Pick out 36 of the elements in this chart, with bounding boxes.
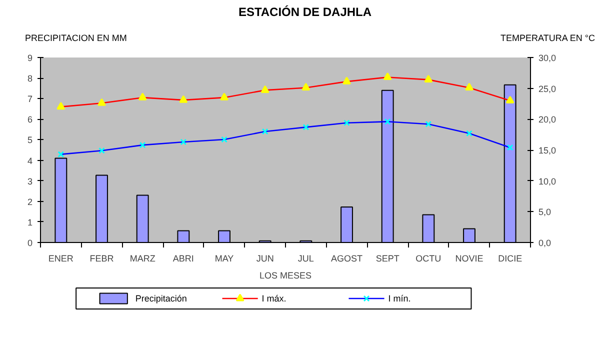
y-tick-label: 6 bbox=[27, 114, 33, 125]
x-tick-label: ENER bbox=[48, 254, 74, 264]
chart-title: ESTACIÓN DE DAJHLA bbox=[238, 4, 372, 21]
y2-tick-label: 0,0 bbox=[538, 238, 552, 248]
y-tick-label: 3 bbox=[27, 176, 33, 186]
y-tick-label: 4 bbox=[27, 156, 33, 166]
x-tick-label: DICIE bbox=[498, 254, 522, 264]
y-tick-label: 1 bbox=[27, 217, 33, 228]
y-tick-label: 2 bbox=[27, 196, 33, 207]
y2-tick-label: 15,0 bbox=[538, 146, 556, 156]
y-tick-label: 7 bbox=[27, 94, 33, 104]
legend-label: Precipitación bbox=[135, 294, 187, 304]
x-tick-label: OCTU bbox=[416, 254, 442, 264]
x-tick-label: MARZ bbox=[130, 254, 156, 264]
x-tick-label: MAY bbox=[214, 254, 234, 264]
legend-label: I mín. bbox=[388, 294, 411, 304]
x-axis-title: LOS MESES bbox=[259, 270, 312, 280]
x-tick-label: SEPT bbox=[376, 254, 400, 264]
y-tick-label: 0 bbox=[27, 238, 33, 248]
x-tick-label: FEBR bbox=[90, 254, 114, 264]
y2-tick-label: 5,0 bbox=[538, 207, 552, 218]
x-tick-label: NOVIE bbox=[455, 254, 484, 264]
x-tick-label: AGOST bbox=[331, 254, 364, 264]
y-tick-label: 8 bbox=[27, 74, 33, 84]
y2-axis-title: TEMPERATURA EN °C bbox=[500, 32, 595, 45]
y-tick-label: 9 bbox=[27, 53, 33, 63]
y2-tick-label: 10,0 bbox=[538, 176, 556, 186]
y2-tick-label: 20,0 bbox=[538, 114, 556, 125]
legend-label: I máx. bbox=[262, 294, 286, 304]
y2-tick-label: 30,0 bbox=[538, 53, 556, 63]
y2-tick-label: 25,0 bbox=[538, 84, 556, 94]
x-tick-label: ABRI bbox=[172, 254, 194, 264]
x-tick-label: JUL bbox=[298, 254, 314, 264]
x-tick-label: JUN bbox=[256, 254, 274, 264]
y-tick-label: 5 bbox=[27, 135, 33, 146]
y-axis-title: PRECIPITACION EN MM bbox=[25, 32, 127, 45]
